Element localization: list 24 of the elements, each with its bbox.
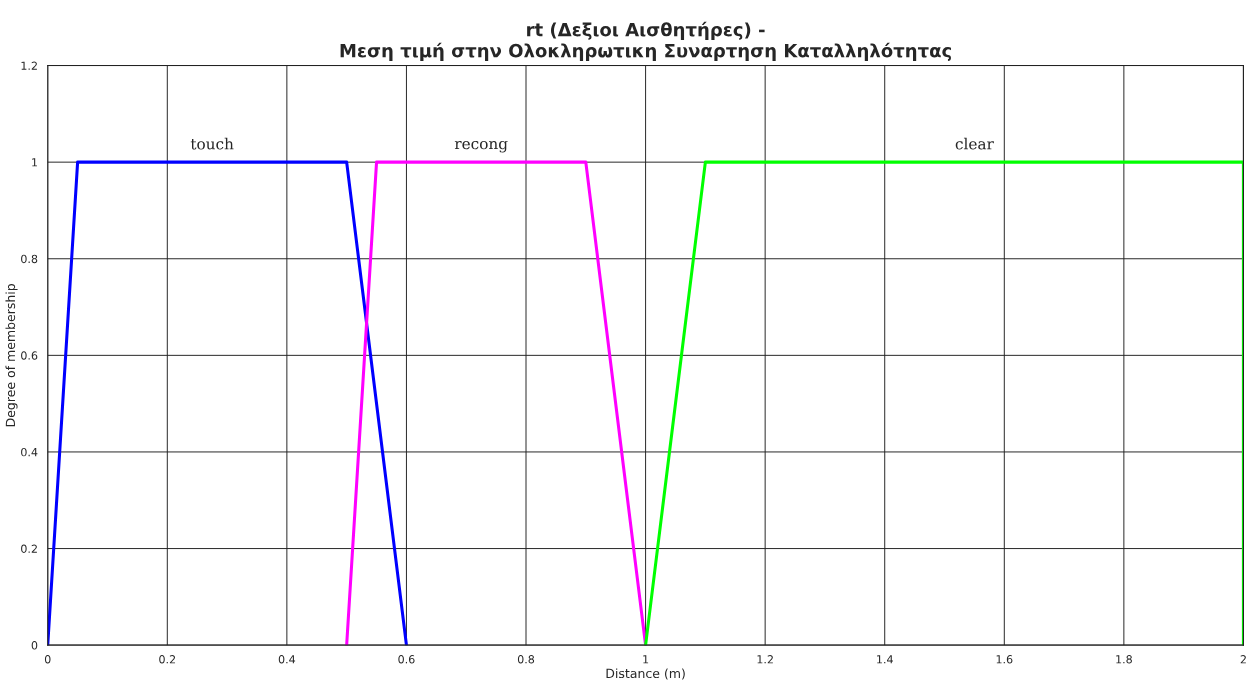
series-label: touch bbox=[190, 137, 234, 150]
x-tick-label: 2 bbox=[1240, 655, 1246, 664]
series-label: clear bbox=[955, 137, 994, 150]
x-tick-label: 1 bbox=[643, 655, 649, 664]
y-tick-label: 0.4 bbox=[21, 447, 38, 457]
series-label: recong bbox=[454, 140, 508, 153]
y-tick-label: 0.6 bbox=[21, 351, 38, 360]
y-tick-label: 0.8 bbox=[21, 254, 38, 264]
x-tick-label: 1.4 bbox=[877, 655, 893, 664]
chart-title: rt (Δεξιοι Αισθητήρες) - Μεση τιμή στην Ολοκληρωτικη Συναρτηση Καταλληλότητας bbox=[340, 21, 952, 61]
x-tick-label: 1.2 bbox=[757, 655, 773, 664]
x-tick-label: 0.4 bbox=[278, 655, 296, 664]
x-tick-label: 0.2 bbox=[159, 655, 176, 664]
y-tick-label: 0.2 bbox=[21, 544, 37, 553]
y-tick-label: 1 bbox=[32, 158, 37, 167]
x-tick-label: 1.6 bbox=[996, 655, 1013, 664]
y-tick-label: 1.2 bbox=[21, 61, 37, 70]
y-axis-title: Degree of membership bbox=[5, 283, 18, 427]
x-tick-label: 1.8 bbox=[1116, 655, 1132, 664]
x-tick-label: 0.8 bbox=[517, 655, 535, 664]
x-tick-label: 0.6 bbox=[398, 655, 415, 664]
x-tick-label: 0 bbox=[44, 655, 51, 664]
x-axis-title: Distance (m) bbox=[606, 668, 685, 680]
y-tick-label: 0 bbox=[31, 641, 38, 650]
